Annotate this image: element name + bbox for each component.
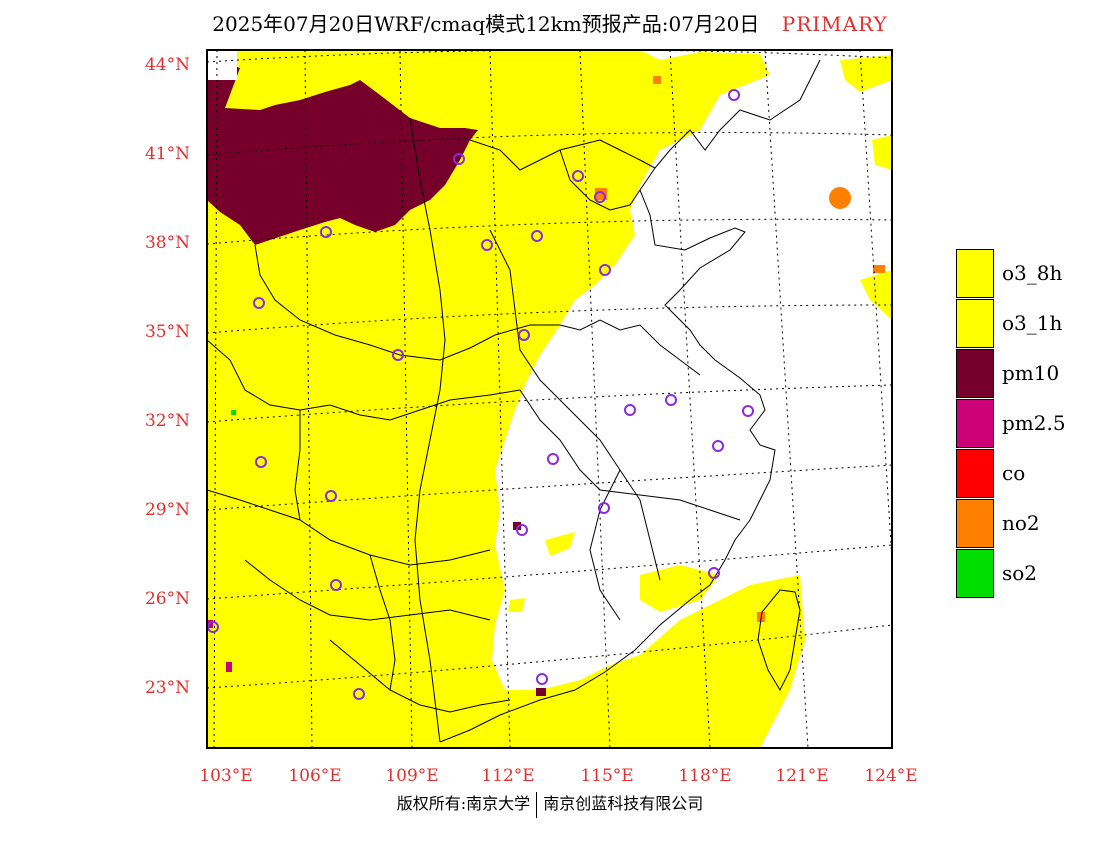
station-marker xyxy=(624,404,636,416)
o3-ne-patch xyxy=(840,55,892,92)
lon-label: 106°E xyxy=(288,766,342,786)
lat-label: 23°N xyxy=(144,678,190,698)
legend-swatch-so2 xyxy=(956,549,994,598)
legend-label: co xyxy=(1002,461,1026,485)
station-marker xyxy=(708,567,720,579)
station-marker xyxy=(572,170,584,182)
lon-label: 112°E xyxy=(481,766,535,786)
station-marker xyxy=(712,440,724,452)
station-marker xyxy=(353,688,365,700)
no2-hotspot-east xyxy=(829,187,851,209)
station-marker xyxy=(536,673,548,685)
station-marker xyxy=(516,524,528,536)
copyright-right: 南京创蓝科技有限公司 xyxy=(543,794,704,813)
o3-south-coast xyxy=(640,565,720,612)
legend-label: so2 xyxy=(1002,561,1038,585)
map-layers xyxy=(207,50,892,748)
station-markers xyxy=(207,89,754,700)
legend-label: o3_8h xyxy=(1002,261,1063,285)
lat-label: 32°N xyxy=(144,411,190,431)
no2-hotspot-2 xyxy=(873,265,885,273)
map-frame xyxy=(206,49,893,749)
legend-swatch-pm10 xyxy=(956,349,994,398)
station-marker xyxy=(518,329,530,341)
lon-label: 118°E xyxy=(678,766,732,786)
legend-swatch-no2 xyxy=(956,499,994,548)
so2-hotspot xyxy=(231,410,236,415)
pm25-hotspot-1 xyxy=(226,662,232,672)
legend-swatch-pm25 xyxy=(956,399,994,448)
station-marker xyxy=(255,456,267,468)
legend-swatch-co xyxy=(956,449,994,498)
station-marker xyxy=(598,502,610,514)
station-marker xyxy=(599,264,611,276)
copyright-left: 版权所有:南京大学 xyxy=(396,794,531,813)
legend-swatch-o3-1h xyxy=(956,299,994,348)
lat-label: 29°N xyxy=(144,500,190,520)
legend-label: pm2.5 xyxy=(1002,411,1066,435)
lat-label: 38°N xyxy=(144,233,190,253)
station-marker xyxy=(594,191,606,203)
station-marker xyxy=(531,230,543,242)
station-marker xyxy=(665,394,677,406)
boundaries xyxy=(207,59,821,743)
pm10-hotspot-2 xyxy=(513,522,521,530)
station-marker xyxy=(728,89,740,101)
pm10-hotspot-1 xyxy=(536,688,546,696)
copyright-footer: 版权所有:南京大学 南京创蓝科技有限公司 xyxy=(0,790,1100,818)
o3-mid-island xyxy=(545,532,575,556)
lon-label: 109°E xyxy=(385,766,439,786)
footer-divider xyxy=(536,791,538,818)
station-marker xyxy=(330,579,342,591)
pm10-region xyxy=(207,60,478,245)
o3-ne-patch-2 xyxy=(872,135,892,170)
lat-label: 26°N xyxy=(144,589,190,609)
lat-label: 41°N xyxy=(144,144,190,164)
pm10-notch xyxy=(207,50,237,80)
lon-label: 103°E xyxy=(199,766,253,786)
legend-label: no2 xyxy=(1002,511,1040,535)
primary-tag: PRIMARY xyxy=(781,12,888,36)
station-marker xyxy=(253,297,265,309)
lon-label: 124°E xyxy=(864,766,918,786)
lon-label: 115°E xyxy=(580,766,634,786)
lat-label: 44°N xyxy=(144,55,190,75)
station-marker xyxy=(453,153,465,165)
map-title: 2025年07月20日WRF/cmaq模式12km预报产品:07月20日 PRI… xyxy=(0,8,1100,37)
station-marker xyxy=(742,405,754,417)
legend-label: pm10 xyxy=(1002,361,1060,385)
title-text: 2025年07月20日WRF/cmaq模式12km预报产品:07月20日 xyxy=(212,12,760,36)
station-marker xyxy=(392,349,404,361)
lon-label: 121°E xyxy=(775,766,829,786)
station-marker xyxy=(547,453,559,465)
station-marker xyxy=(320,226,332,238)
o3-east-patch xyxy=(860,270,892,320)
lat-label: 35°N xyxy=(144,322,190,342)
legend-swatch-o3-8h xyxy=(956,249,994,298)
station-marker xyxy=(481,239,493,251)
no2-hotspot-4 xyxy=(653,76,661,84)
o3-coast-island xyxy=(508,598,525,612)
station-marker xyxy=(325,490,337,502)
legend-label: o3_1h xyxy=(1002,311,1063,335)
